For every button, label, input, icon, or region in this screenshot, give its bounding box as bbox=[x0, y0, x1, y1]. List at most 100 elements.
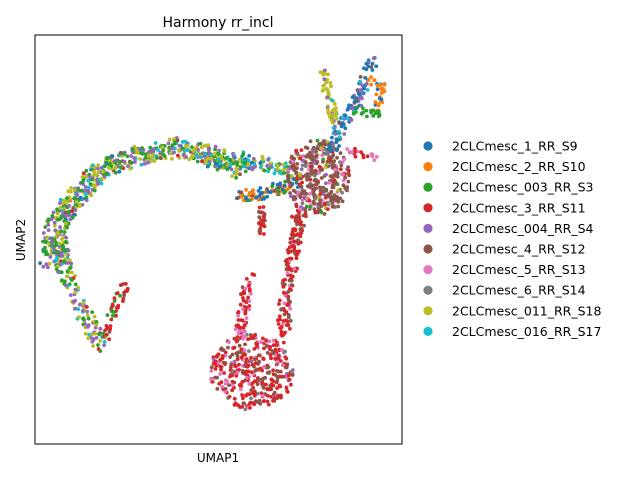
scatter-point bbox=[316, 202, 321, 207]
scatter-point bbox=[299, 176, 303, 181]
scatter-point bbox=[65, 196, 69, 201]
scatter-point bbox=[186, 148, 191, 152]
scatter-point bbox=[354, 99, 359, 103]
scatter-point bbox=[300, 180, 304, 185]
scatter-point bbox=[252, 347, 257, 351]
scatter-point bbox=[233, 327, 238, 332]
scatter-point bbox=[230, 352, 235, 357]
scatter-point bbox=[96, 166, 100, 171]
scatter-point bbox=[218, 372, 223, 376]
scatter-point bbox=[274, 343, 279, 347]
scatter-point bbox=[296, 241, 301, 246]
scatter-point bbox=[271, 343, 276, 348]
scatter-point bbox=[219, 380, 224, 384]
scatter-point bbox=[277, 298, 282, 303]
scatter-point bbox=[84, 168, 89, 173]
scatter-point bbox=[262, 168, 267, 173]
scatter-point bbox=[98, 326, 103, 331]
plot-frame bbox=[34, 34, 403, 445]
scatter-point bbox=[78, 195, 83, 200]
legend-label: 2CLCmesc_016_RR_S17 bbox=[452, 324, 601, 339]
scatter-point bbox=[243, 169, 248, 174]
scatter-point bbox=[286, 297, 291, 302]
scatter-point bbox=[269, 382, 274, 387]
scatter-point bbox=[172, 150, 177, 155]
scatter-point bbox=[59, 270, 64, 275]
scatter-point bbox=[257, 194, 261, 198]
scatter-point bbox=[267, 339, 272, 344]
scatter-point bbox=[116, 303, 121, 308]
scatter-point bbox=[46, 219, 50, 223]
scatter-point bbox=[298, 222, 303, 227]
scatter-point bbox=[279, 395, 283, 400]
scatter-point bbox=[284, 386, 289, 390]
scatter-point bbox=[266, 402, 271, 407]
scatter-point bbox=[308, 192, 312, 196]
scatter-point bbox=[149, 155, 154, 160]
scatter-point bbox=[265, 344, 269, 348]
scatter-point bbox=[335, 148, 339, 153]
scatter-point bbox=[133, 160, 137, 164]
scatter-point bbox=[249, 160, 254, 165]
scatter-point bbox=[372, 158, 377, 163]
scatter-point bbox=[49, 217, 54, 222]
scatter-point bbox=[244, 316, 249, 320]
scatter-point bbox=[247, 299, 252, 303]
legend-marker bbox=[423, 203, 433, 213]
scatter-point bbox=[318, 188, 323, 193]
scatter-point bbox=[325, 159, 330, 164]
scatter-point bbox=[334, 137, 339, 142]
scatter-point bbox=[243, 329, 247, 334]
scatter-point bbox=[236, 313, 241, 318]
scatter-point bbox=[345, 188, 349, 193]
scatter-point bbox=[330, 98, 334, 103]
scatter-point bbox=[261, 211, 266, 216]
scatter-point bbox=[340, 115, 345, 120]
scatter-point bbox=[245, 332, 249, 337]
scatter-point bbox=[44, 249, 48, 254]
scatter-point bbox=[249, 165, 254, 170]
scatter-point bbox=[281, 162, 286, 167]
scatter-point bbox=[203, 161, 208, 165]
scatter-point bbox=[72, 212, 76, 217]
scatter-point bbox=[106, 166, 111, 170]
scatter-point bbox=[331, 185, 336, 190]
legend-label: 2CLCmesc_003_RR_S3 bbox=[452, 180, 594, 195]
scatter-point bbox=[85, 313, 90, 318]
scatter-point bbox=[243, 309, 248, 313]
scatter-point bbox=[230, 174, 235, 179]
scatter-point bbox=[92, 183, 96, 188]
scatter-point bbox=[286, 265, 291, 270]
y-axis-label: UMAP2 bbox=[14, 219, 28, 261]
scatter-point bbox=[93, 331, 98, 336]
scatter-point bbox=[242, 323, 247, 328]
scatter-point bbox=[249, 396, 253, 401]
scatter-point bbox=[94, 173, 99, 177]
scatter-point bbox=[291, 227, 295, 232]
scatter-point bbox=[88, 175, 92, 179]
scatter-point bbox=[254, 367, 259, 372]
scatter-point bbox=[83, 192, 88, 197]
scatter-point bbox=[343, 113, 348, 118]
scatter-point bbox=[282, 301, 287, 306]
scatter-point bbox=[365, 88, 370, 92]
scatter-point bbox=[184, 155, 189, 160]
scatter-point bbox=[69, 278, 74, 282]
scatter-point bbox=[258, 231, 262, 236]
scatter-point bbox=[257, 205, 262, 210]
scatter-point bbox=[91, 337, 96, 341]
scatter-point bbox=[234, 373, 239, 378]
scatter-point bbox=[122, 293, 127, 298]
scatter-point bbox=[271, 338, 276, 343]
scatter-point bbox=[303, 207, 307, 211]
scatter-point bbox=[279, 307, 284, 311]
scatter-point bbox=[370, 68, 375, 72]
scatter-point bbox=[294, 256, 299, 260]
scatter-point bbox=[327, 144, 331, 149]
scatter-point bbox=[239, 350, 243, 355]
scatter-point bbox=[57, 241, 62, 246]
scatter-point bbox=[337, 135, 342, 140]
scatter-point bbox=[118, 293, 122, 298]
scatter-point bbox=[62, 230, 67, 235]
scatter-point bbox=[299, 184, 304, 189]
